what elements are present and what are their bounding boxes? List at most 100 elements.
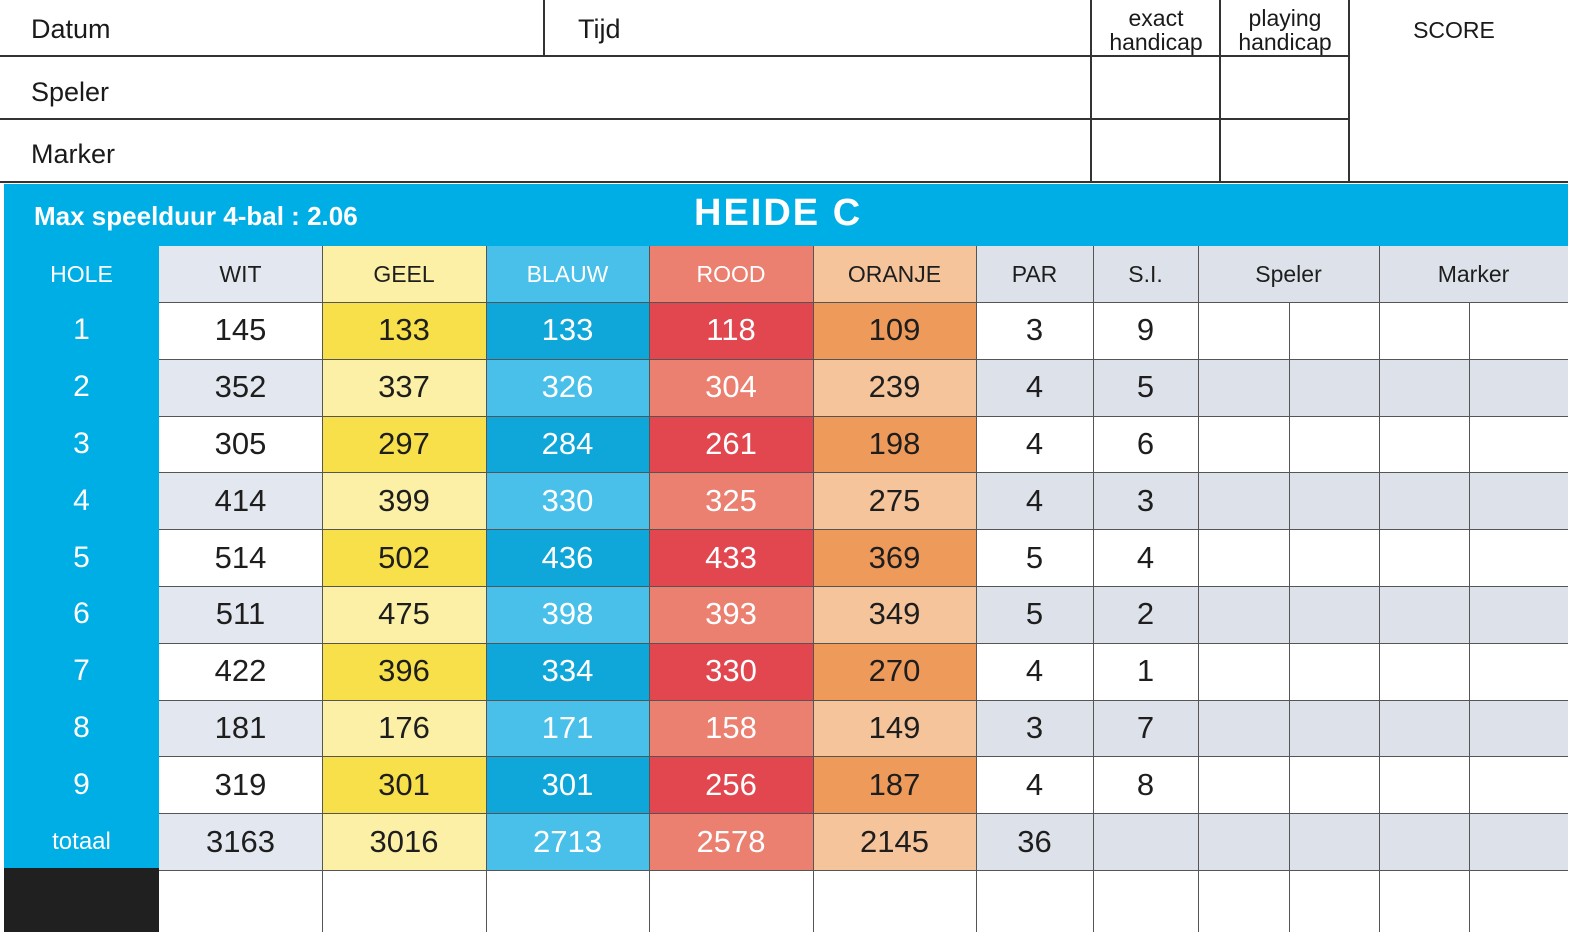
header-par: PAR — [976, 246, 1093, 302]
row-separator — [159, 756, 1568, 758]
cell-si: 1 — [1093, 642, 1198, 700]
total-speler-cell — [1198, 813, 1379, 870]
cell-wit: 511 — [159, 586, 322, 643]
cell-geel: 396 — [322, 642, 486, 700]
cell-blauw: 334 — [486, 642, 649, 700]
cell-si: 7 — [1093, 699, 1198, 757]
header-geel: GEEL — [322, 246, 486, 302]
marker-score-cell — [1379, 415, 1568, 473]
blank-cell — [813, 870, 976, 932]
header-marker: Marker — [1379, 246, 1568, 302]
exact-handicap-label: exact handicap — [1109, 5, 1203, 55]
cell-par: 4 — [976, 472, 1093, 530]
marker-score-cell — [1379, 586, 1568, 643]
total-oranje: 2145 — [813, 813, 976, 870]
cell-wit: 514 — [159, 529, 322, 586]
max-play-duration: Max speelduur 4-bal : 2.06 — [34, 201, 358, 231]
total-geel: 3016 — [322, 813, 486, 870]
total-wit: 3163 — [159, 813, 322, 870]
row-separator — [159, 870, 1568, 871]
cell-geel: 133 — [322, 302, 486, 359]
column-separator — [813, 246, 814, 932]
speler-score-cell — [1198, 358, 1379, 416]
marker-score-cell — [1379, 529, 1568, 586]
cell-blauw: 133 — [486, 302, 649, 359]
speler-label: Speler — [31, 77, 110, 107]
cell-hole: 3 — [4, 415, 159, 473]
header-wit: WIT — [159, 246, 322, 302]
cell-par: 5 — [976, 529, 1093, 586]
row-separator — [159, 415, 1568, 417]
column-divider — [1090, 0, 1092, 183]
speler-score-cell — [1198, 586, 1379, 643]
blank-cell — [1379, 870, 1568, 932]
speler-score-cell — [1198, 415, 1379, 473]
marker-score-cell — [1379, 358, 1568, 416]
cell-oranje: 275 — [813, 472, 976, 530]
cell-si: 4 — [1093, 529, 1198, 586]
course-name: HEIDE C — [694, 192, 863, 234]
cell-hole: 8 — [4, 699, 159, 757]
cell-hole: 2 — [4, 358, 159, 416]
header-si: S.I. — [1093, 246, 1198, 302]
cell-geel: 399 — [322, 472, 486, 530]
cell-hole: 9 — [4, 756, 159, 814]
cell-oranje: 369 — [813, 529, 976, 586]
row-separator — [159, 358, 1568, 360]
cell-par: 3 — [976, 699, 1093, 757]
column-separator — [1093, 246, 1094, 932]
speler-score-cell — [1198, 642, 1379, 700]
total-blauw: 2713 — [486, 813, 649, 870]
row-separator — [159, 642, 1568, 644]
blank-cell — [1198, 870, 1379, 932]
cell-wit: 422 — [159, 642, 322, 700]
marker-score-cell — [1379, 472, 1568, 530]
cell-geel: 176 — [322, 699, 486, 757]
blank-cell — [976, 870, 1093, 932]
cell-blauw: 330 — [486, 472, 649, 530]
cell-par: 4 — [976, 415, 1093, 473]
cell-oranje: 270 — [813, 642, 976, 700]
cell-hole: 7 — [4, 642, 159, 700]
marker-score-cell — [1379, 756, 1568, 814]
card-corner-mark — [4, 868, 159, 932]
score-subcolumn-separator — [1469, 302, 1470, 932]
cell-oranje: 187 — [813, 756, 976, 814]
speler-score-cell — [1198, 699, 1379, 757]
cell-blauw: 301 — [486, 756, 649, 814]
cell-par: 4 — [976, 642, 1093, 700]
cell-geel: 475 — [322, 586, 486, 643]
cell-si: 5 — [1093, 358, 1198, 416]
cell-rood: 118 — [649, 302, 813, 359]
cell-geel: 502 — [322, 529, 486, 586]
row-separator — [159, 472, 1568, 474]
datum-label: Datum — [31, 14, 111, 44]
header-rood: ROOD — [649, 246, 813, 302]
cell-oranje: 198 — [813, 415, 976, 473]
marker-label: Marker — [31, 139, 116, 169]
blank-cell — [1093, 870, 1198, 932]
total-rood: 2578 — [649, 813, 813, 870]
cell-wit: 414 — [159, 472, 322, 530]
header-blauw: BLAUW — [486, 246, 649, 302]
speler-score-cell — [1198, 472, 1379, 530]
cell-hole: 6 — [4, 586, 159, 643]
row-separator — [159, 699, 1568, 701]
cell-par: 4 — [976, 358, 1093, 416]
column-separator — [976, 246, 977, 932]
tijd-label: Tijd — [578, 14, 621, 44]
cell-rood: 158 — [649, 699, 813, 757]
cell-si: 8 — [1093, 756, 1198, 814]
speler-score-cell — [1198, 529, 1379, 586]
cell-oranje: 349 — [813, 586, 976, 643]
column-divider — [1348, 0, 1350, 183]
scorecard-table: HOLE WIT GEEL BLAUW ROOD ORANJE PAR S.I. Speler M… — [4, 246, 1568, 932]
cell-par: 4 — [976, 756, 1093, 814]
column-separator — [1198, 246, 1199, 932]
total-par: 36 — [976, 813, 1093, 870]
playing-handicap-label: playing handicap — [1238, 5, 1332, 55]
score-subcolumn-separator — [1289, 302, 1290, 932]
cell-hole: 4 — [4, 472, 159, 530]
column-separator — [322, 246, 323, 932]
cell-rood: 304 — [649, 358, 813, 416]
